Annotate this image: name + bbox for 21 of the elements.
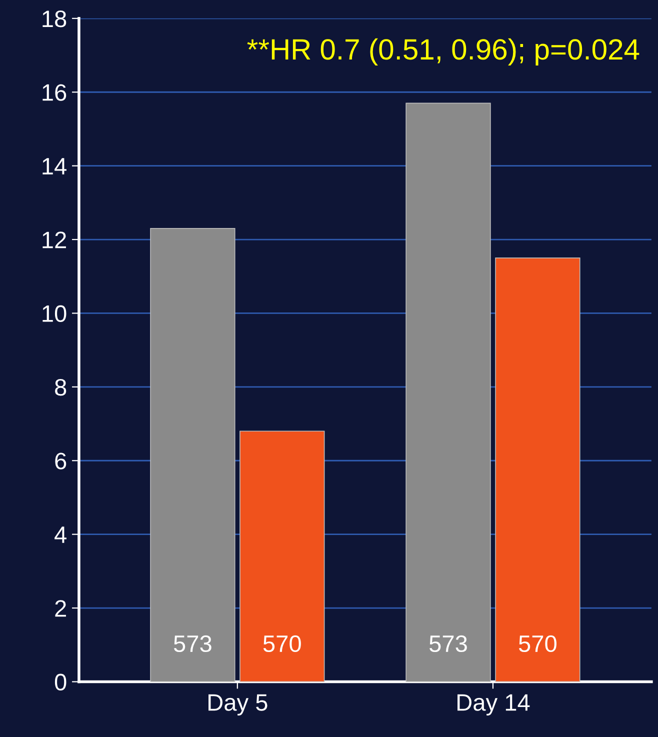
bar	[406, 102, 491, 682]
y-tick-label: 8	[55, 378, 66, 396]
y-tick-label: 4	[54, 526, 66, 543]
x-tick-label: Day 14	[458, 694, 530, 716]
y-tick-label: 14	[42, 158, 66, 174]
annotation: 570	[518, 635, 556, 652]
annotation: 573	[174, 635, 212, 652]
y-tick-label: 6	[55, 452, 66, 470]
annotation: 573	[429, 635, 467, 652]
annotation: 570	[263, 635, 301, 652]
y-tick-label: 10	[42, 305, 66, 322]
bar	[150, 228, 236, 682]
y-tick-label: 18	[42, 10, 66, 28]
y-tick-label: 12	[42, 232, 66, 248]
x-tick-label: Day 5	[208, 694, 268, 716]
y-tick-label: 2	[55, 600, 66, 617]
y-tick-label: 16	[42, 84, 66, 101]
bar	[495, 258, 580, 682]
bar	[240, 430, 325, 682]
y-tick-label: 0	[54, 674, 66, 691]
annotation: **HR 0.7 (0.51, 0.96); p=0.024	[247, 38, 640, 66]
